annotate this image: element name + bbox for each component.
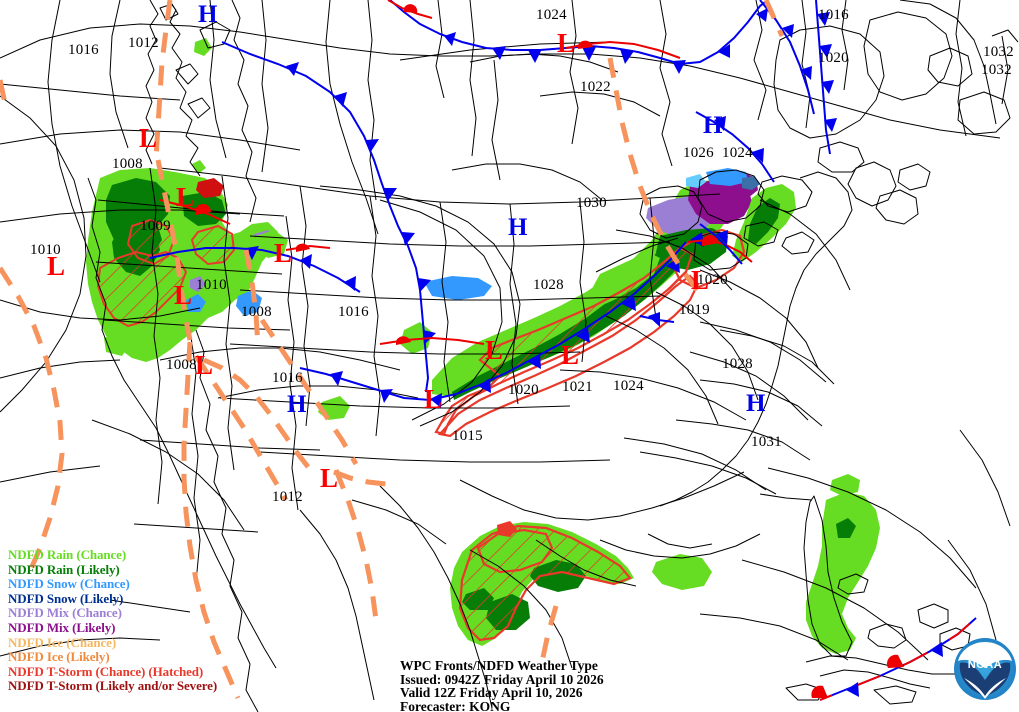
- isobar-label: 1016: [272, 370, 303, 386]
- low-pressure-symbol: L: [176, 182, 195, 212]
- cold-front-northern: [389, 0, 769, 74]
- cold-front-pips: [444, 8, 768, 74]
- low-pressure-symbol: L: [274, 238, 293, 268]
- isobar-label: 1028: [533, 277, 564, 293]
- isobar-label: 1009: [140, 218, 171, 234]
- low-pressure-symbol: L: [557, 28, 576, 58]
- low-pressure-symbol: L: [561, 340, 580, 370]
- isobar-label: 1008: [112, 156, 143, 172]
- warm-front-bumps-ohio: [396, 235, 719, 345]
- isobar-label: 1030: [576, 195, 607, 211]
- low-pressure-symbol: L: [424, 384, 443, 414]
- ndfd-legend: NDFD Rain (Chance) NDFD Rain (Likely) NDFD…: [8, 547, 218, 694]
- isobar-label: 1015: [452, 428, 483, 444]
- high-pressure-symbol: H: [746, 390, 766, 417]
- high-pressure-symbol: H: [287, 391, 307, 418]
- cold-front-pips-tn: [330, 232, 704, 408]
- isobar-label: 1016: [338, 304, 369, 320]
- warm-front-bumps: [404, 4, 593, 49]
- isobar-label: 1024: [536, 7, 567, 23]
- low-pressure-symbol: L: [174, 280, 193, 310]
- low-pressure-symbol: L: [691, 265, 710, 295]
- isobar-label: 1010: [30, 242, 61, 258]
- product-issued: Issued: 0942Z Friday April 10 2026: [400, 671, 604, 687]
- high-pressure-symbol: H: [198, 1, 218, 28]
- legend-item: NDFD Ice (Likely): [8, 649, 110, 665]
- legend-item: NDFD Rain (Chance): [8, 547, 127, 562]
- cold-front-central: [221, 41, 436, 393]
- florida-precip: [806, 474, 880, 654]
- isobar-label: 1031: [751, 434, 782, 450]
- isobar-label: 1010: [196, 277, 227, 293]
- low-pressure-symbol: L: [139, 123, 158, 153]
- west-coast-precip: [86, 38, 288, 362]
- isobar-label: 1012: [272, 489, 303, 505]
- south-texas-precip: [450, 521, 712, 646]
- high-pressure-symbol: H: [508, 214, 528, 241]
- isobar-label: 1020: [818, 50, 849, 66]
- noaa-bird-body: [959, 662, 1011, 696]
- product-title: WPC Fronts/NDFD Weather Type: [400, 658, 598, 673]
- isobar-label: 1019: [679, 302, 710, 318]
- isobar-label: 1026: [683, 145, 714, 161]
- legend-item: NDFD T-Storm (Chance) (Hatched): [8, 663, 204, 679]
- legend-item: NDFD Mix (Likely): [8, 619, 116, 635]
- product-valid: Valid 12Z Friday April 10, 2026: [400, 685, 583, 701]
- legend-item: NDFD Snow (Likely): [8, 590, 124, 606]
- high-pressure-symbol: H: [703, 112, 723, 139]
- isobar-label: 1016: [818, 7, 849, 23]
- low-pressure-symbol: L: [47, 251, 66, 281]
- product-forecaster: Forecaster: KONG: [400, 698, 511, 712]
- isobar-label: 1032: [981, 62, 1012, 78]
- warm-front-northern: [387, 0, 681, 59]
- pacific-fronts: [149, 199, 361, 293]
- isobar-label: 1008: [166, 357, 197, 373]
- isobar-label: 1020: [508, 382, 539, 398]
- trough-lines: [0, 0, 785, 699]
- isobar-label: 1024: [613, 378, 644, 394]
- product-title-block: WPC Fronts/NDFD Weather Type Issued: 094…: [400, 659, 604, 712]
- cold-front-pips-central: [286, 62, 436, 345]
- legend-item: NDFD Rain (Likely): [8, 561, 120, 577]
- isobar-label: 1016: [68, 42, 99, 58]
- legend-item: NDFD Snow (Chance): [8, 576, 130, 592]
- low-pressure-symbol: L: [320, 463, 339, 493]
- isobar-label: 1032: [983, 44, 1014, 60]
- isobar-label: 1028: [722, 356, 753, 372]
- isobar-label: 1021: [562, 379, 593, 395]
- noaa-upper-wing: [958, 642, 1012, 668]
- noaa-logo: NOAA: [954, 638, 1016, 700]
- stationary-front-caribbean: [811, 617, 977, 701]
- low-pressure-symbol: L: [485, 335, 504, 365]
- legend-item: NDFD Ice (Chance): [8, 634, 117, 650]
- isobar-label: 1012: [128, 35, 159, 51]
- legend-item: NDFD T-Storm (Likely and/or Severe): [8, 678, 218, 694]
- noaa-wordmark: NOAA: [968, 659, 1002, 671]
- isobar-label: 1022: [580, 79, 611, 95]
- legend-item: NDFD Mix (Chance): [8, 605, 122, 621]
- isobar-label: 1020: [697, 272, 728, 288]
- isobar-label: 1008: [241, 304, 272, 320]
- low-pressure-symbol: L: [195, 350, 214, 380]
- cold-front-tn-valley: [299, 232, 704, 408]
- warm-front-ohio-valley: [379, 235, 753, 345]
- isobar-label: 1024: [722, 145, 753, 161]
